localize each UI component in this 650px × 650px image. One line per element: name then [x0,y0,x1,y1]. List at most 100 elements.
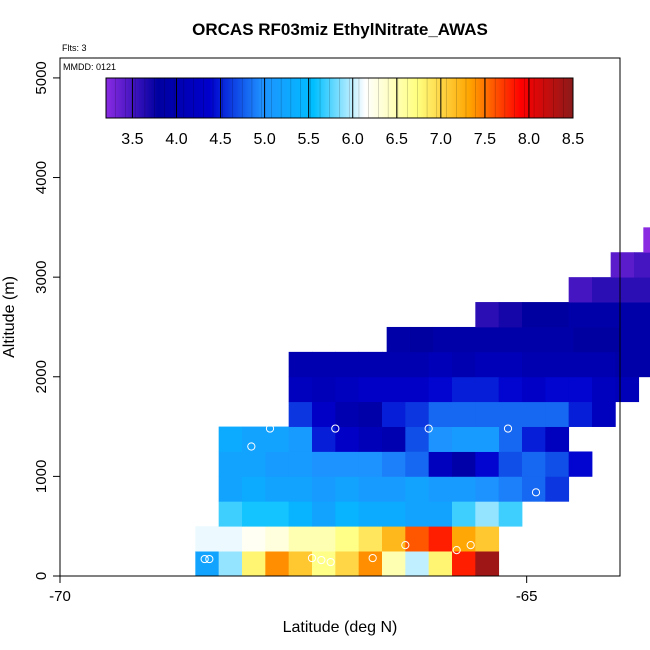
heatmap-cell [475,551,500,577]
heatmap-cell [358,526,383,552]
heatmap-cell [218,476,243,502]
heatmap-cell [312,426,336,452]
heatmap-cell [452,376,476,403]
heatmap-cell [335,401,360,427]
heatmap-cell [545,351,570,378]
sample-marker [251,349,261,358]
x-tick-label: -65 [516,588,538,605]
heatmap-cell [638,302,650,328]
heatmap-cell [480,326,504,353]
chart-title: ORCAS RF03miz EthylNitrate_AWAS [192,20,488,39]
heatmap-cell [634,252,650,278]
heatmap-cell [475,351,500,378]
heatmap-cell [195,551,220,577]
heatmap-cell [288,551,313,577]
heatmap-cell [568,277,593,303]
heatmap-cell [452,526,476,552]
heatmap-cell [335,526,360,552]
heatmap-cell [545,401,570,427]
heatmap-cell [382,451,406,477]
heatmap-cell [545,376,570,403]
heatmap-cell [475,526,500,552]
sample-marker [517,547,527,556]
heatmap-cell [428,376,453,403]
heatmap-cell [265,476,290,502]
heatmap-cell [335,376,360,403]
heatmap-cell [592,302,616,328]
heatmap-cell [288,426,313,452]
heatmap-cell [382,376,406,403]
y-tick-label: 1000 [33,460,50,493]
heatmap-cell [405,351,430,378]
heatmap-cell [265,551,290,577]
heatmap-cell [288,376,313,403]
heatmap-cell [428,351,453,378]
heatmap-cell [312,376,336,403]
heatmap-cell [568,401,593,427]
heatmap-cell [335,476,360,502]
heatmap-cell [452,351,476,378]
heatmap-cell [592,376,616,403]
heatmap-cell [218,551,243,577]
heatmap-cell [405,501,430,527]
heatmap-cell [568,451,593,477]
heatmap-cell [382,476,406,502]
heatmap-cells [195,227,650,577]
heatmap-cell [288,351,313,378]
colorbar: 3.5 4.0 4.5 5.0 5.5 6.0 6.5 7.0 7.5 8.0 8.5 [105,77,584,148]
heatmap-cell [265,426,290,452]
y-axis-label: Altitude (m) [1,276,18,358]
heatmap-cell [218,426,243,452]
heatmap-cell [428,401,453,427]
heatmap-cell [312,526,336,552]
heatmap-cell [242,451,266,477]
heatmap-cell [526,326,551,353]
sample-markers [200,250,559,567]
heatmap-cell [312,401,336,427]
heatmap-cell [358,501,383,527]
date-label: MMDD: 0121 [63,62,116,72]
heatmap-cell [428,451,453,477]
heatmap-cell [428,501,453,527]
heatmap-cell [522,451,546,477]
heatmap-cell [498,401,523,427]
heatmap-cell [335,451,360,477]
heatmap-cell [405,401,430,427]
heatmap-cell [522,302,546,328]
colorbar-tick-label: 3.5 [121,131,143,148]
sample-marker [326,557,335,567]
colorbar-tick-label: 4.5 [209,131,231,148]
heatmap-cell [382,351,406,378]
heatmap-cell [620,326,644,353]
y-tick-label: 5000 [33,61,50,94]
heatmap-cell [242,551,266,577]
heatmap-cell [498,376,523,403]
sample-marker [466,541,475,550]
heatmap-cell [568,351,593,378]
heatmap-cell [335,551,360,577]
heatmap-cell [545,302,570,328]
heatmap-cell [475,476,500,502]
heatmap-cell [522,351,546,378]
sample-marker [265,424,275,433]
heatmap-cell [615,277,640,303]
heatmap-cell [498,451,523,477]
colorbar-tick-label: 5.0 [253,131,275,148]
heatmap-cell [433,326,458,353]
heatmap-cell [643,227,650,253]
heatmap-cell [405,551,430,577]
heatmap-cell [382,551,406,577]
heatmap-cell [335,426,360,452]
heatmap-cell [475,426,500,452]
heatmap-cell [592,351,616,378]
heatmap-cell [335,501,360,527]
heatmap-cell [312,351,336,378]
heatmap-cell [498,302,523,328]
heatmap-cell [475,501,500,527]
heatmap-cell [382,526,406,552]
heatmap-cell [428,476,453,502]
colorbar-tick-label: 6.5 [386,131,408,148]
heatmap-cell [358,451,383,477]
heatmap-cell [312,451,336,477]
